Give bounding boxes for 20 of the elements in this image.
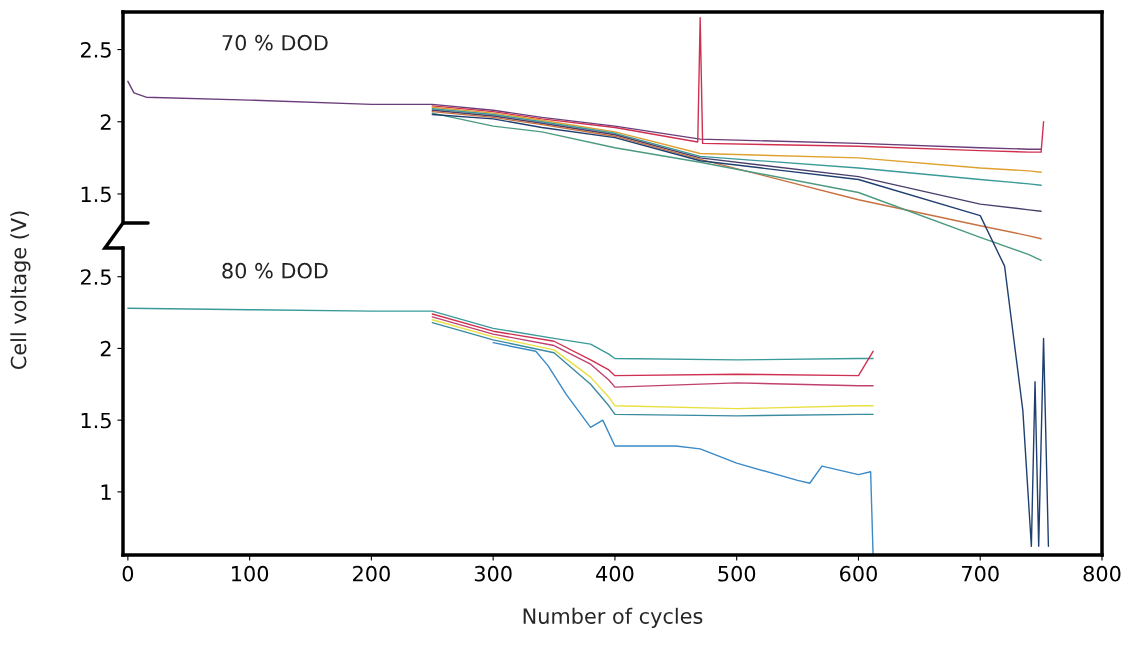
annotation: 70 % DOD — [222, 34, 328, 51]
x-tick-label: 600 — [840, 565, 877, 582]
y-tick-label: 2 — [100, 340, 111, 357]
x-tick-label: 800 — [1083, 565, 1121, 582]
y-tick-label: 2.5 — [80, 269, 111, 285]
y-tick-label: 1.5 — [81, 186, 111, 203]
x-tick-label: 400 — [596, 565, 634, 582]
x-tick-label: 500 — [718, 565, 756, 582]
annotation: 80 % DOD — [222, 262, 328, 279]
y-tick-label: 1.5 — [81, 412, 111, 429]
x-tick-label: 0 — [122, 565, 134, 582]
y-axis-title: Cell voltage (V) — [10, 211, 31, 370]
x-tick-label: 300 — [474, 565, 512, 582]
y-tick-label: 1 — [101, 484, 111, 500]
x-tick-label: 200 — [353, 565, 390, 582]
x-axis-title: Number of cycles — [523, 607, 703, 628]
y-tick-label: 2.5 — [80, 42, 111, 58]
x-tick-label: 100 — [232, 565, 269, 582]
x-tick-label: 700 — [962, 565, 999, 582]
y-tick-label: 2 — [100, 114, 111, 130]
